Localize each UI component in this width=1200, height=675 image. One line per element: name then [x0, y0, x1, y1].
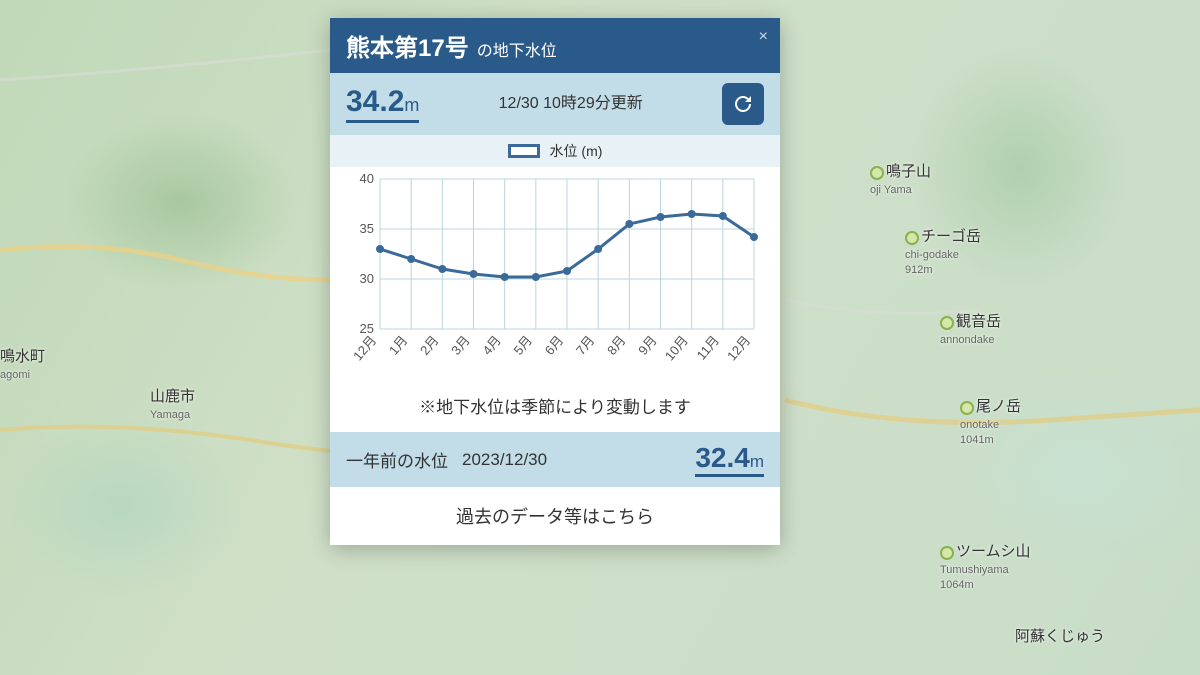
map-place-label: 観音岳annondake — [940, 310, 1001, 346]
svg-text:3月: 3月 — [448, 333, 472, 358]
close-icon[interactable]: × — [759, 28, 768, 46]
previous-value-unit: m — [750, 452, 764, 471]
legend-swatch-icon — [508, 144, 540, 158]
map-place-label: 鳴水町agomi — [0, 345, 45, 381]
current-value-number: 34.2 — [346, 85, 404, 118]
refresh-button[interactable] — [722, 83, 764, 125]
previous-value-number: 32.4 — [695, 442, 750, 473]
mountain-peak-icon — [870, 166, 884, 180]
previous-year-row: 一年前の水位 2023/12/30 32.4m — [330, 432, 780, 487]
mountain-peak-icon — [940, 546, 954, 560]
current-value: 34.2m — [346, 85, 419, 123]
history-link[interactable]: 過去のデータ等はこちら — [330, 487, 780, 545]
chart-legend: 水位 (m) — [330, 135, 780, 167]
map-place-label: ツームシ山Tumushiyama1064m — [940, 540, 1031, 591]
svg-text:40: 40 — [360, 171, 374, 186]
svg-text:30: 30 — [360, 271, 374, 286]
previous-date: 2023/12/30 — [462, 450, 681, 470]
svg-text:9月: 9月 — [635, 333, 659, 358]
svg-text:12月: 12月 — [724, 333, 753, 364]
map-place-label: チーゴ岳chi-godake912m — [905, 225, 981, 276]
water-level-panel: 熊本第17号 の地下水位 × 34.2m 12/30 10時29分更新 水位 (… — [330, 18, 780, 545]
chart-area: 2530354012月1月2月3月4月5月6月7月8月9月10月11月12月 — [330, 167, 780, 379]
seasonal-note: ※地下水位は季節により変動します — [330, 379, 780, 432]
mountain-peak-icon — [960, 401, 974, 415]
svg-text:8月: 8月 — [604, 333, 628, 358]
svg-text:35: 35 — [360, 221, 374, 236]
update-timestamp: 12/30 10時29分更新 — [437, 94, 704, 115]
svg-text:10月: 10月 — [662, 333, 691, 364]
station-subtitle: の地下水位 — [477, 37, 557, 61]
map-place-label: 鳴子山oji Yama — [870, 160, 931, 196]
map-place-label: 尾ノ岳onotake1041m — [960, 395, 1021, 446]
station-title: 熊本第17号 — [346, 28, 469, 63]
panel-header: 熊本第17号 の地下水位 × — [330, 18, 780, 73]
current-reading-row: 34.2m 12/30 10時29分更新 — [330, 73, 780, 135]
svg-text:2月: 2月 — [417, 333, 441, 358]
previous-label: 一年前の水位 — [346, 447, 448, 472]
svg-text:1月: 1月 — [386, 333, 410, 358]
svg-text:11月: 11月 — [694, 333, 723, 363]
water-level-chart: 2530354012月1月2月3月4月5月6月7月8月9月10月11月12月 — [346, 171, 764, 371]
mountain-peak-icon — [905, 231, 919, 245]
svg-text:4月: 4月 — [479, 333, 503, 358]
map-place-label: 山鹿市Yamaga — [150, 385, 195, 421]
svg-text:12月: 12月 — [350, 333, 379, 364]
map-place-label: 阿蘇くじゅう — [1015, 625, 1105, 646]
svg-text:7月: 7月 — [573, 333, 597, 358]
current-value-unit: m — [404, 95, 419, 115]
svg-text:5月: 5月 — [511, 333, 535, 358]
previous-value: 32.4m — [695, 442, 764, 477]
legend-label: 水位 (m) — [550, 141, 603, 161]
mountain-peak-icon — [940, 316, 954, 330]
svg-text:6月: 6月 — [542, 333, 566, 358]
refresh-icon — [731, 92, 755, 116]
